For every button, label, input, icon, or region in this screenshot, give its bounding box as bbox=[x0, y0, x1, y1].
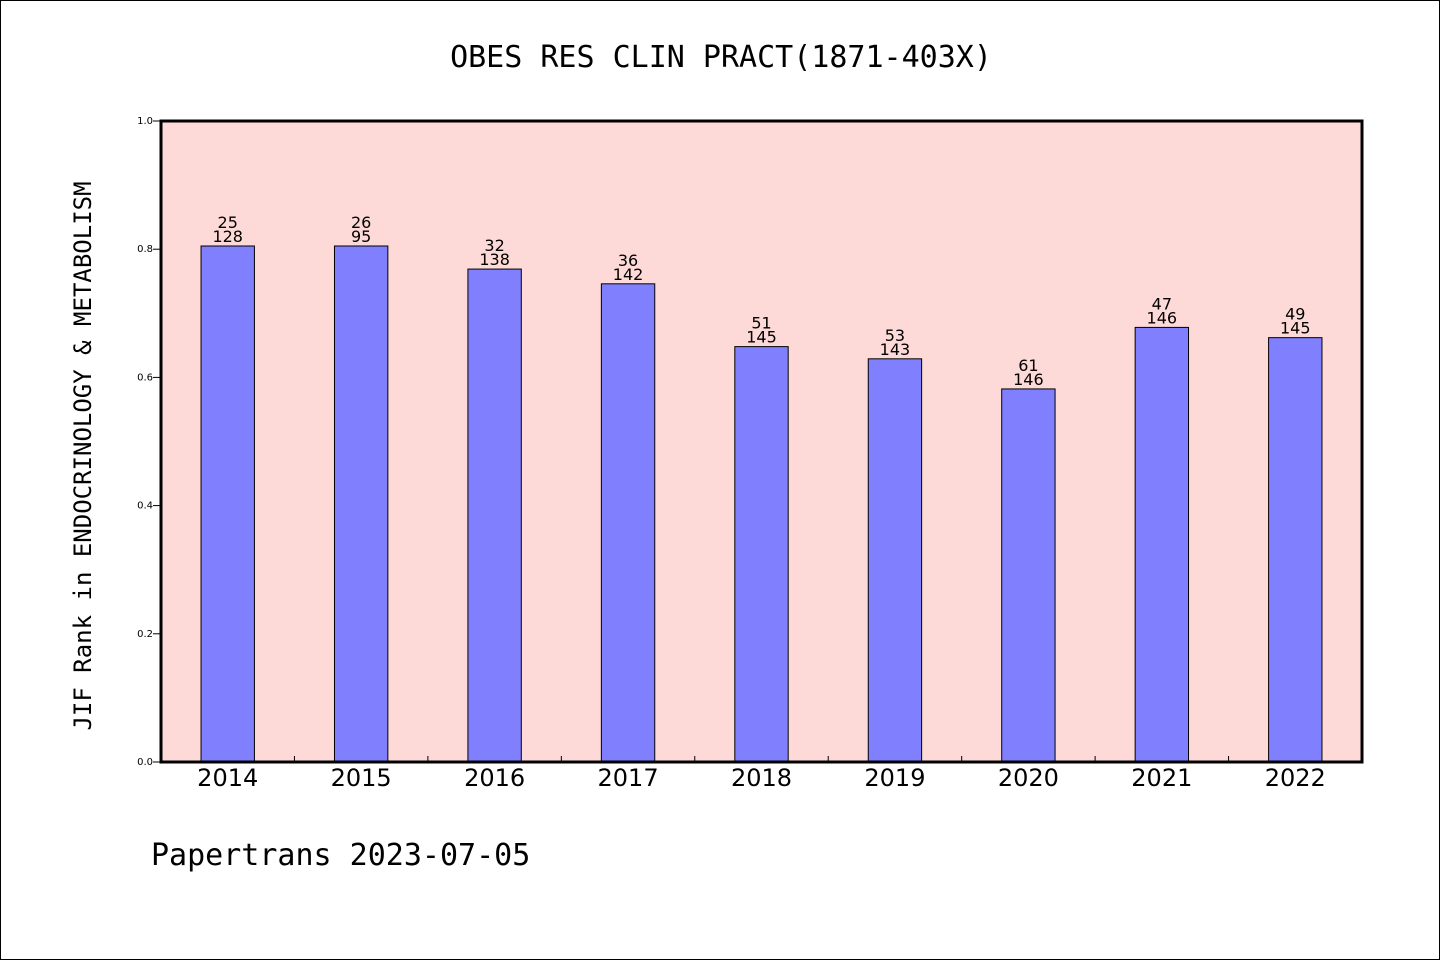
x-tick-label: 2018 bbox=[731, 764, 792, 792]
bar-2020 bbox=[1001, 388, 1056, 763]
bar-2016 bbox=[467, 268, 522, 763]
bar-2015 bbox=[333, 245, 389, 763]
x-tick-label: 2017 bbox=[598, 764, 659, 792]
data-label-rank: 51 bbox=[751, 314, 771, 333]
y-tick-label: 1.0 bbox=[137, 116, 153, 127]
data-label-rank: 53 bbox=[885, 326, 905, 345]
chart-title: OBES RES CLIN PRACT(1871-403X) bbox=[450, 40, 992, 75]
bar-series bbox=[200, 245, 1323, 763]
x-tick-label: 2014 bbox=[197, 764, 258, 792]
bar-2017 bbox=[600, 283, 656, 763]
data-label-total: 95 bbox=[351, 227, 371, 246]
bar-2022 bbox=[1268, 337, 1323, 763]
x-axis: 2014 2015 2016 2017 2018 2019 2020 2021 2022 bbox=[197, 756, 1326, 792]
data-label-total: 142 bbox=[613, 265, 644, 284]
data-label-total: 146 bbox=[1147, 308, 1178, 327]
data-label-rank: 32 bbox=[484, 236, 504, 255]
data-label-rank: 26 bbox=[351, 213, 371, 232]
data-label-total: 128 bbox=[212, 227, 243, 246]
x-tick-label: 2022 bbox=[1265, 764, 1326, 792]
y-axis: 0.0 0.2 0.4 0.6 0.8 1.0 bbox=[137, 116, 161, 768]
y-axis-label: JIF Rank in ENDOCRINOLOGY & METABOLISM bbox=[69, 181, 97, 730]
y-tick-label: 0.2 bbox=[137, 629, 153, 640]
data-label-rank: 49 bbox=[1285, 305, 1305, 324]
x-tick-label: 2016 bbox=[464, 764, 525, 792]
x-tick-label: 2019 bbox=[864, 764, 925, 792]
data-label-total: 145 bbox=[1280, 319, 1311, 338]
bar-2019 bbox=[867, 358, 923, 763]
y-tick-label: 0.0 bbox=[137, 757, 153, 768]
data-label-total: 143 bbox=[880, 340, 911, 359]
bar-2014 bbox=[200, 245, 255, 763]
bar-2021 bbox=[1134, 326, 1190, 763]
x-tick-label: 2020 bbox=[998, 764, 1059, 792]
x-tick-label: 2015 bbox=[331, 764, 392, 792]
data-labels: 1282595261383214236145511435314661146471… bbox=[212, 213, 1310, 389]
footer-source-date: Papertrans 2023-07-05 bbox=[151, 838, 530, 873]
y-tick-label: 0.6 bbox=[137, 372, 153, 383]
y-tick-label: 0.8 bbox=[137, 244, 153, 255]
plot-frame bbox=[159, 119, 1364, 764]
data-label-total: 145 bbox=[746, 328, 777, 347]
data-label-total: 146 bbox=[1013, 370, 1044, 389]
x-tick-label: 2021 bbox=[1131, 764, 1192, 792]
data-label-total: 138 bbox=[479, 250, 510, 269]
data-label-rank: 36 bbox=[618, 251, 638, 270]
data-label-rank: 61 bbox=[1018, 356, 1038, 375]
data-label-rank: 47 bbox=[1152, 294, 1172, 313]
data-label-rank: 25 bbox=[218, 213, 238, 232]
y-tick-label: 0.4 bbox=[137, 501, 153, 512]
bar-2018 bbox=[734, 346, 789, 763]
